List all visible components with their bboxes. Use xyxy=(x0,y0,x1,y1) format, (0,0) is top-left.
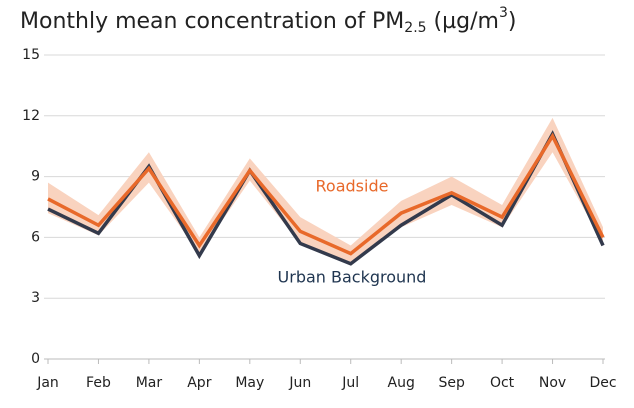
x-tick-label: Jul xyxy=(341,375,359,391)
x-tick-label: Mar xyxy=(136,375,163,391)
y-tick-label: 3 xyxy=(31,290,40,306)
x-tick-label: Jan xyxy=(36,375,59,391)
y-tick-label: 0 xyxy=(31,351,40,367)
x-tick-label: Feb xyxy=(86,375,111,391)
chart-title: Monthly mean concentration of PM2.5 (µg/… xyxy=(20,5,516,36)
series-label: Roadside xyxy=(316,177,389,196)
y-tick-label: 6 xyxy=(31,229,40,245)
x-tick-label: Sep xyxy=(438,375,465,391)
y-tick-label: 15 xyxy=(22,47,40,63)
x-tick-label: Aug xyxy=(388,375,415,391)
x-tick-label: Jun xyxy=(288,375,311,391)
x-tick-label: May xyxy=(235,375,264,391)
x-tick-label: Oct xyxy=(490,375,515,391)
title-sub: 2.5 xyxy=(404,20,426,36)
series-label: Urban Background xyxy=(278,268,427,287)
y-tick-label: 9 xyxy=(31,169,40,185)
title-part: Monthly mean concentration of PM xyxy=(20,9,404,34)
x-tick-label: Dec xyxy=(589,375,616,391)
series-line xyxy=(47,132,605,256)
title-sup: 3 xyxy=(499,5,508,21)
x-tick-label: Apr xyxy=(187,375,211,391)
y-tick-label: 12 xyxy=(22,108,40,124)
title-part: ) xyxy=(508,9,517,34)
title-part: (µg/m xyxy=(427,9,499,34)
x-tick-label: Nov xyxy=(539,375,566,391)
